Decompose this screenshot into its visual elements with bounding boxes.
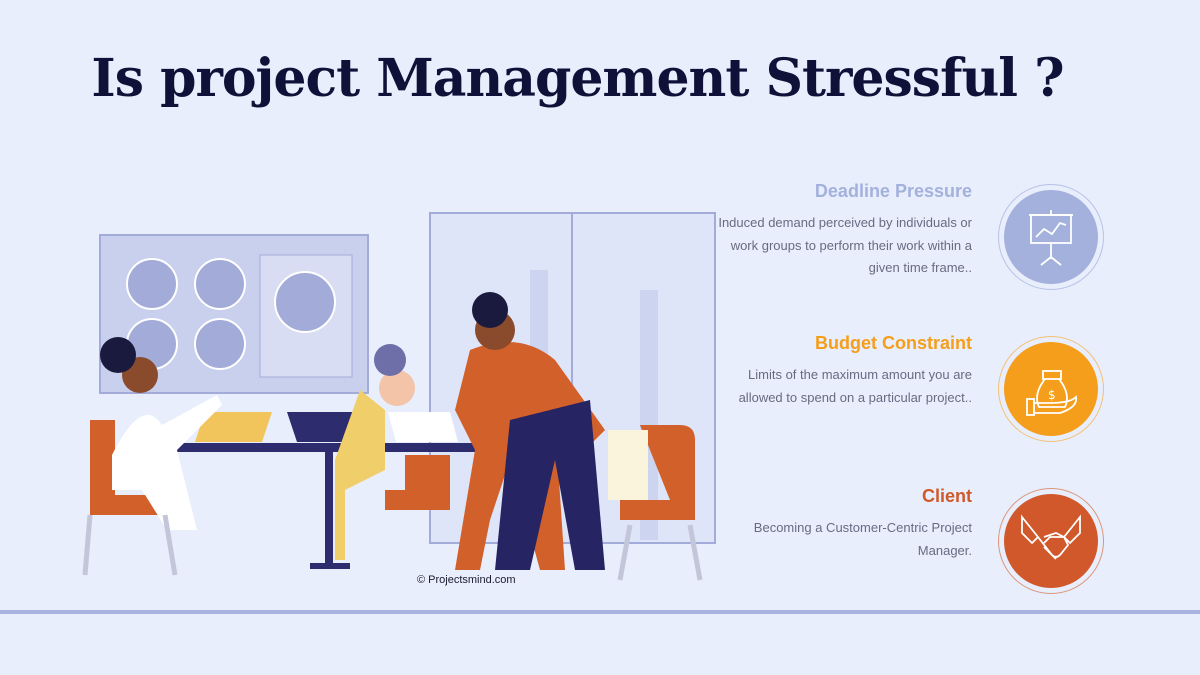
handshake-icon-circle xyxy=(998,488,1104,594)
money-bag-hand-icon-circle: $ xyxy=(998,336,1104,442)
item-heading: Deadline Pressure xyxy=(814,181,972,201)
item-deadline-pressure: Deadline Pressure Induced demand perceiv… xyxy=(712,181,972,280)
item-client: Client Becoming a Customer-Centric Proje… xyxy=(712,486,972,562)
handshake-icon xyxy=(1021,514,1081,560)
item-budget-constraint: Budget Constraint Limits of the maximum … xyxy=(712,333,972,409)
item-heading: Client xyxy=(921,486,972,506)
page-title: Is project Management Stressful ? xyxy=(91,48,1064,109)
item-text: Becoming a Customer-Centric Project Mana… xyxy=(753,520,972,558)
item-text: Limits of the maximum amount you are all… xyxy=(738,367,972,405)
office-meeting-illustration xyxy=(82,212,716,581)
item-text: Induced demand perceived by individuals … xyxy=(718,215,972,275)
copyright-credit: © Projectsmind.com xyxy=(417,574,516,586)
money-bag-hand-icon: $ xyxy=(1026,370,1078,416)
presentation-chart-icon-circle xyxy=(998,184,1104,290)
svg-text:$: $ xyxy=(1048,388,1056,402)
bottom-divider xyxy=(0,610,1200,614)
presentation-chart-icon xyxy=(1029,210,1073,266)
item-heading: Budget Constraint xyxy=(815,333,972,353)
